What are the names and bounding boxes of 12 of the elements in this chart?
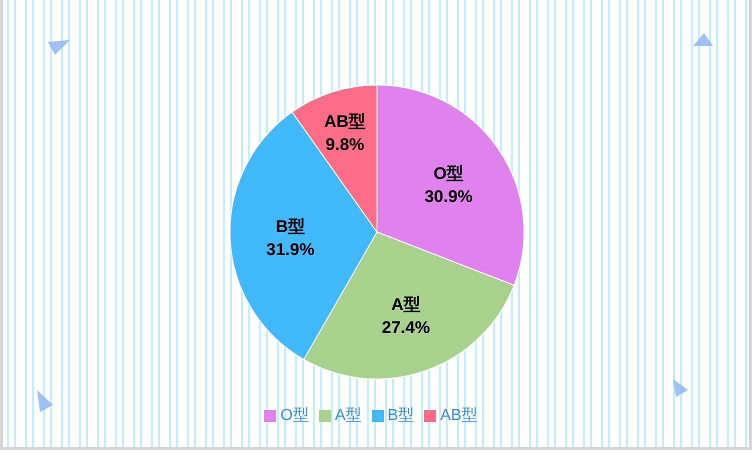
- slice-label: O型: [433, 164, 464, 184]
- slice-label: A型: [391, 294, 421, 314]
- legend-label: B型: [388, 407, 414, 424]
- legend-label: AB型: [440, 407, 478, 424]
- data-label: 30.9%: [424, 187, 473, 206]
- legend-label: O型: [280, 407, 309, 424]
- slice-label: B型: [276, 217, 306, 236]
- data-label: 31.9%: [266, 240, 314, 260]
- data-label: 27.4%: [382, 318, 430, 337]
- data-label: 9.8%: [326, 135, 364, 154]
- legend-label: A型: [334, 407, 362, 424]
- slice-label: AB型: [324, 112, 366, 132]
